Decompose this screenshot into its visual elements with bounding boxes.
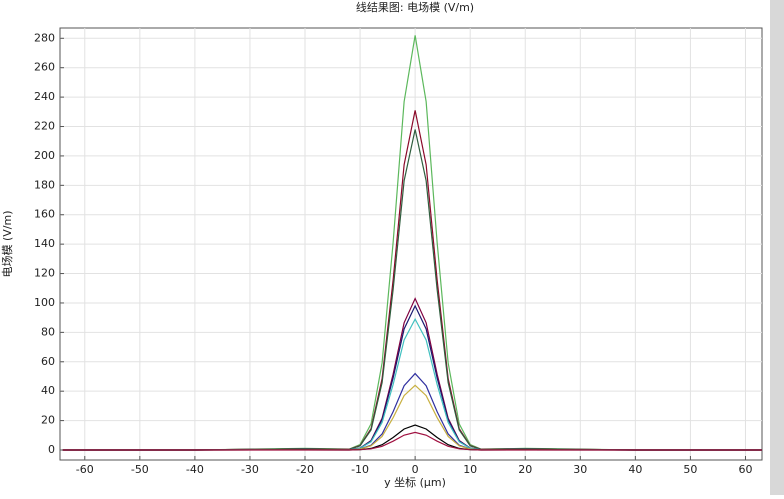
y-axis-label: 电场模 (V/m) [0, 210, 14, 277]
x-tick-label: 50 [683, 463, 697, 476]
x-tick-label: -30 [241, 463, 259, 476]
window-edge [770, 0, 784, 495]
x-tick-label: 30 [573, 463, 587, 476]
x-tick-label: 0 [412, 463, 419, 476]
y-tick-label: 80 [41, 325, 55, 338]
y-tick-label: 120 [34, 267, 55, 280]
x-tick-label: -10 [351, 463, 369, 476]
x-tick-label: 60 [738, 463, 752, 476]
x-tick-label: 20 [518, 463, 532, 476]
y-tick-label: 160 [34, 208, 55, 221]
series-line [62, 431, 762, 451]
x-tick-label: -50 [131, 463, 149, 476]
x-axis-label: y 坐标 (µm) [384, 475, 446, 489]
y-tick-label: 200 [34, 149, 55, 162]
y-tick-label: 260 [34, 61, 55, 74]
y-tick-label: 220 [34, 120, 55, 133]
x-tick-label: -20 [296, 463, 314, 476]
x-tick-label: 40 [628, 463, 642, 476]
y-tick-label: 0 [48, 443, 55, 456]
x-tick-label: 10 [463, 463, 477, 476]
y-tick-label: 240 [34, 90, 55, 103]
y-tick-label: 20 [41, 414, 55, 427]
x-tick-label: -60 [76, 463, 94, 476]
y-tick-label: 100 [34, 296, 55, 309]
y-tick-label: 180 [34, 178, 55, 191]
y-tick-label: 140 [34, 237, 55, 250]
y-tick-label: 60 [41, 355, 55, 368]
x-tick-label: -40 [186, 463, 204, 476]
y-tick-label: 280 [34, 31, 55, 44]
y-tick-label: 40 [41, 384, 55, 397]
chart-title: 线结果图: 电场模 (V/m) [356, 0, 474, 14]
